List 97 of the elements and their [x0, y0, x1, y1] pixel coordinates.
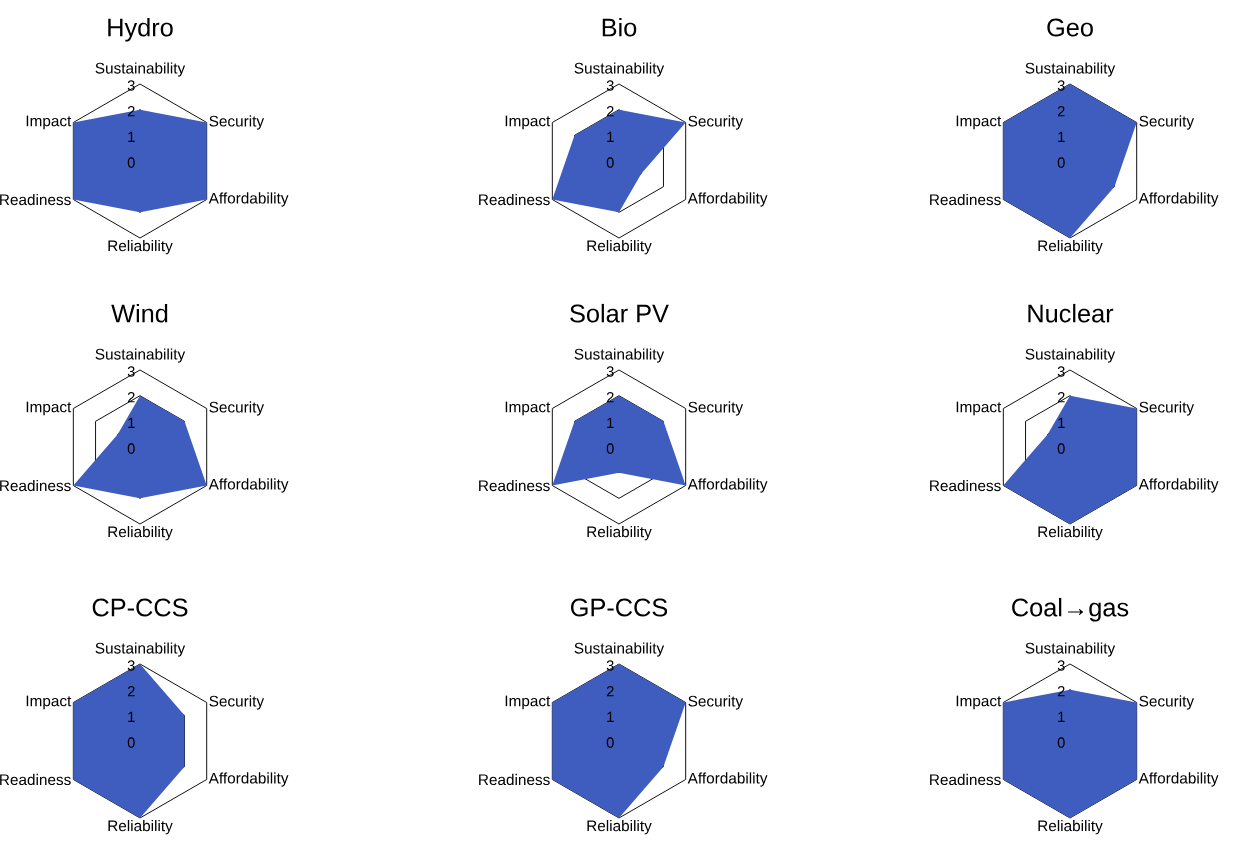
y-tick-label: 1 [128, 417, 135, 428]
y-tick-label: 3 [127, 80, 135, 91]
y-tick-label: 3 [606, 80, 614, 91]
y-tick-label: 3 [127, 366, 135, 377]
spoke-label: Security [688, 695, 744, 710]
spoke-label: Affordability [687, 192, 768, 207]
y-tick-label: 1 [607, 417, 614, 428]
spoke-label: Readiness [479, 773, 550, 786]
spoke-label: Sustainability [574, 642, 665, 657]
y-tick-label: 1 [1058, 131, 1065, 142]
chart-title: GP-CCS [571, 598, 668, 617]
spoke-label: Reliability [587, 820, 652, 835]
y-tick-label: 1 [128, 131, 135, 142]
spoke-label: Security [688, 115, 744, 130]
y-tick-label: 2 [127, 392, 135, 403]
y-tick-label: 2 [606, 392, 614, 403]
spoke-label: Readiness [930, 773, 1001, 786]
spoke-label: Sustainability [574, 62, 665, 77]
y-tick-label: 2 [606, 106, 614, 117]
spoke-label: Security [209, 695, 265, 710]
spoke-label: Sustainability [1025, 642, 1116, 657]
y-tick-label: 3 [127, 660, 135, 671]
y-tick-label: 0 [606, 443, 614, 454]
chart-title: Nuclear [1028, 303, 1114, 323]
spoke-label: Sustainability [1025, 62, 1116, 77]
chart-title: CP-CCS [92, 598, 188, 617]
spoke-label: Readiness [0, 773, 71, 786]
y-tick-label: 3 [606, 660, 614, 671]
spoke-label: Sustainability [95, 642, 186, 657]
spoke-label: Impact [505, 695, 551, 710]
spoke-label: Reliability [1038, 820, 1103, 835]
y-tick-label: 0 [606, 737, 614, 748]
spoke-label: Reliability [108, 240, 173, 255]
spoke-label: Impact [26, 401, 72, 416]
y-tick-label: 3 [1057, 660, 1065, 671]
spoke-label: Reliability [108, 820, 173, 835]
spoke-label: Reliability [1038, 240, 1103, 255]
y-tick-label: 0 [1057, 157, 1065, 168]
spoke-label: Reliability [108, 526, 173, 541]
spoke-label: Affordability [208, 192, 289, 207]
y-tick-label: 3 [1057, 366, 1065, 377]
y-tick-label: 0 [127, 157, 135, 168]
chart-title: Hydro [108, 17, 173, 42]
y-tick-label: 2 [606, 686, 614, 697]
spoke-label: Sustainability [95, 62, 186, 77]
spoke-label: Impact [505, 401, 551, 416]
spoke-label: Impact [956, 115, 1002, 130]
spoke-label: Affordability [208, 772, 289, 787]
spoke-label: Sustainability [1025, 348, 1116, 363]
chart-title: Wind [111, 303, 168, 323]
spoke-label: Affordability [1138, 772, 1219, 787]
y-tick-label: 3 [1057, 80, 1065, 91]
spoke-label: Readiness [479, 479, 550, 492]
spoke-label: Readiness [930, 193, 1001, 206]
y-tick-label: 1 [128, 711, 135, 722]
y-tick-label: 3 [606, 366, 614, 377]
spoke-label: Readiness [930, 479, 1001, 492]
y-tick-label: 1 [1058, 417, 1065, 428]
y-tick-label: 0 [127, 443, 135, 454]
y-tick-label: 1 [1058, 711, 1065, 722]
spoke-label: Sustainability [95, 348, 186, 363]
spoke-label: Security [688, 401, 744, 416]
y-tick-label: 1 [607, 711, 614, 722]
y-tick-label: 0 [1057, 443, 1065, 454]
spoke-label: Security [1139, 115, 1195, 130]
spoke-label: Affordability [1138, 478, 1219, 493]
spoke-label: Impact [956, 695, 1002, 710]
spoke-label: Sustainability [574, 348, 665, 363]
y-tick-label: 0 [127, 737, 135, 748]
spoke-label: Security [209, 115, 265, 130]
spoke-label: Reliability [587, 240, 652, 255]
spoke-label: Security [1139, 401, 1195, 416]
spoke-label: Impact [956, 401, 1002, 416]
chart-title: Solar PV [570, 303, 669, 323]
spoke-label: Affordability [687, 478, 768, 493]
spoke-label: Impact [26, 695, 72, 710]
y-tick-label: 2 [127, 686, 135, 697]
chart-title: Geo [1047, 18, 1093, 37]
spoke-label: Readiness [0, 193, 71, 206]
spoke-label: Security [209, 401, 265, 416]
spoke-label: Impact [26, 115, 72, 130]
y-tick-label: 2 [1057, 392, 1065, 403]
y-tick-label: 2 [1057, 106, 1065, 117]
spoke-label: Readiness [479, 193, 550, 206]
y-tick-label: 1 [607, 131, 614, 142]
spoke-label: Impact [505, 115, 551, 130]
chart-title: Coal→gas [1012, 597, 1129, 622]
spoke-label: Reliability [1038, 526, 1103, 541]
y-tick-label: 0 [1057, 737, 1065, 748]
spoke-label: Reliability [587, 526, 652, 541]
chart-title: Bio [602, 17, 637, 37]
spoke-label: Affordability [208, 478, 289, 493]
spoke-label: Affordability [687, 772, 768, 787]
y-tick-label: 0 [606, 157, 614, 168]
spoke-label: Affordability [1138, 192, 1219, 207]
spoke-label: Security [1139, 695, 1195, 710]
spoke-label: Readiness [0, 479, 71, 492]
